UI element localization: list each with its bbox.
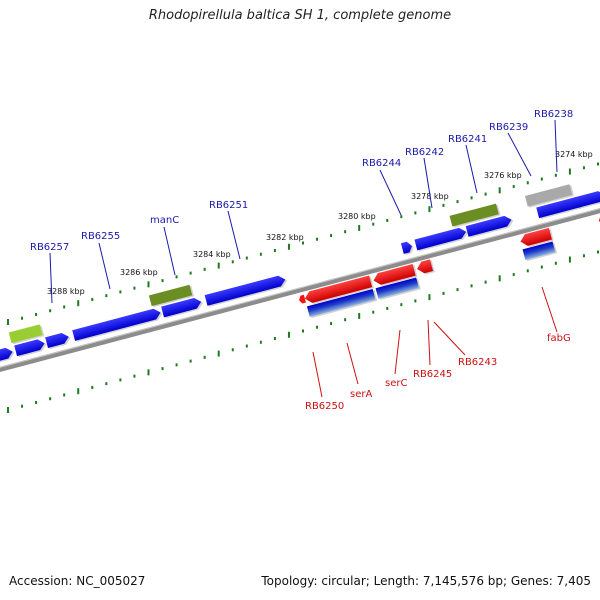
gene-rb6256[interactable]	[14, 338, 46, 357]
gene-label-rb6251[interactable]: RB6251	[209, 200, 248, 211]
scale-label: 3284 kbp	[193, 250, 231, 259]
gene-rb6252[interactable]	[161, 296, 202, 318]
scale-label: 3282 kbp	[266, 233, 304, 242]
gene-sera[interactable]	[303, 275, 373, 304]
scale-label: 3276 kbp	[484, 171, 522, 180]
gene-rb6244a[interactable]	[400, 241, 413, 254]
gene-label-rb6241[interactable]: RB6241	[448, 134, 487, 145]
scale-label: 3286 kbp	[120, 268, 158, 277]
gene-label-rb6257[interactable]: RB6257	[30, 242, 69, 253]
gene-rb6237[interactable]	[574, 190, 600, 208]
scale-ticks	[7, 162, 599, 413]
gene-label-sera[interactable]: serA	[350, 389, 372, 400]
gene-rb6243[interactable]	[519, 227, 552, 248]
gene-label-rb6243[interactable]: RB6243	[458, 357, 497, 368]
genome-summary-text: Topology: circular; Length: 7,145,576 bp…	[261, 574, 591, 588]
gene-rb6254[interactable]	[72, 307, 162, 341]
gene-rb6245[interactable]	[416, 259, 434, 274]
gene-rb6242[interactable]	[465, 214, 513, 237]
gene-label-serc[interactable]: serC	[385, 378, 407, 389]
scale-label: 3288 kbp	[47, 287, 85, 296]
gene-rb6250[interactable]	[306, 289, 376, 318]
gene-serc[interactable]	[372, 263, 416, 286]
gene-label-rb6238[interactable]: RB6238	[534, 109, 573, 120]
gene-label-rb6239[interactable]: RB6239	[489, 122, 528, 133]
gene-rb6244[interactable]	[414, 226, 467, 251]
gene-manc[interactable]	[148, 284, 193, 307]
reverse-leader-lines	[312, 286, 558, 398]
gene-label-rb6244[interactable]: RB6244	[362, 158, 401, 169]
forward-leader-lines	[49, 119, 558, 304]
page-title: Rhodopirellula baltica SH 1, complete ge…	[148, 8, 452, 23]
accession-text: Accession: NC_005027	[9, 574, 146, 588]
gene-label-rb6245[interactable]: RB6245	[413, 369, 452, 380]
gene-rb6257[interactable]	[8, 324, 43, 344]
gene-rb6239[interactable]	[524, 184, 573, 207]
reverse-gene-labels: RB6250 serA serC RB6245 RB6243 fabG	[305, 333, 571, 412]
gene-rb6241[interactable]	[449, 203, 499, 227]
gene-label-rb6250[interactable]: RB6250	[305, 401, 344, 412]
gene-rb6238[interactable]	[536, 195, 584, 219]
scale-label: 3274 kbp	[555, 150, 593, 159]
gene-rb6251[interactable]	[204, 274, 287, 306]
gene-rb6257-block[interactable]	[0, 346, 14, 363]
gene-label-fabg[interactable]: fabG	[547, 333, 571, 344]
gene-rb6250-start[interactable]	[298, 294, 306, 304]
gene-fabg[interactable]	[522, 241, 556, 261]
gene-label-rb6255[interactable]: RB6255	[81, 231, 120, 242]
gene-label-rb6242[interactable]: RB6242	[405, 147, 444, 158]
upper-tick-row	[7, 162, 599, 325]
gene-rb6255b[interactable]	[45, 331, 70, 349]
forward-gene-labels: RB6257 RB6255 manC RB6251 RB6244 RB6242 …	[30, 109, 573, 253]
genome-backbone	[0, 208, 600, 372]
gene-serc-b[interactable]	[375, 277, 419, 299]
lower-tick-row	[7, 250, 599, 413]
gene-label-manc[interactable]: manC	[150, 215, 179, 226]
gene-features	[0, 184, 600, 364]
scale-label: 3280 kbp	[338, 212, 376, 221]
gene-track	[0, 184, 600, 364]
